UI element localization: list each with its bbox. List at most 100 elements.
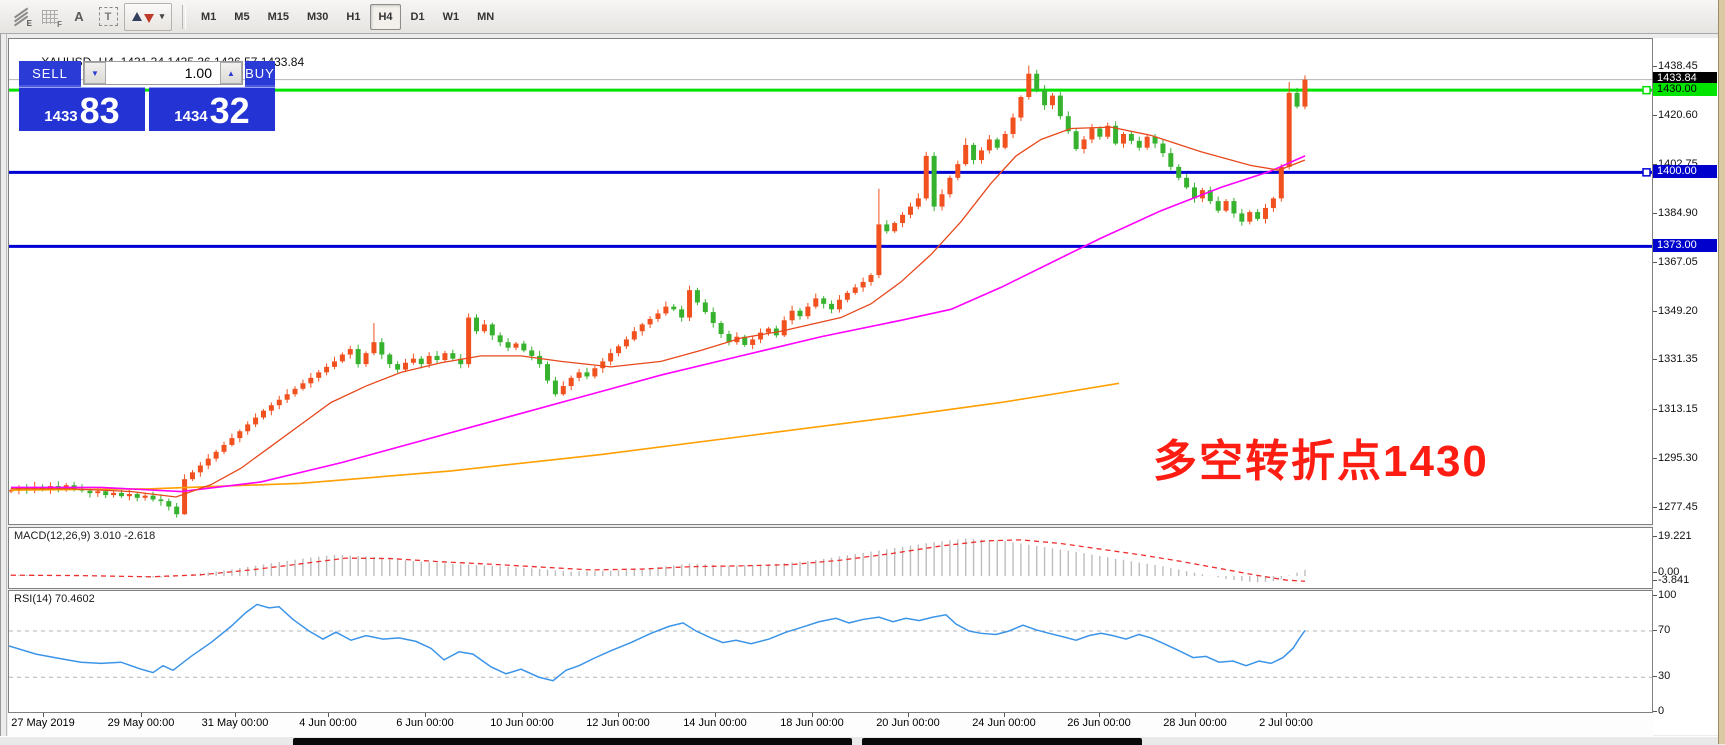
letter-a-icon: A <box>74 9 84 24</box>
price-marker-1373.00: 1373.00 <box>1653 238 1717 252</box>
chart-text-annotation[interactable]: 多空转折点1430 <box>1153 437 1489 486</box>
indicators-icon[interactable]: E <box>8 4 34 30</box>
time-tick <box>1195 713 1196 717</box>
price-marker-1433.84: 1433.84 <box>1653 72 1717 86</box>
macd-label: MACD(12,26,9) 3.010 -2.618 <box>14 530 156 542</box>
buy-price-small: 1434 <box>174 108 208 125</box>
time-tick <box>43 713 44 717</box>
sell-price-small: 1433 <box>44 108 78 125</box>
volume-decrease-button[interactable]: ▼ <box>84 62 106 84</box>
text-label-icon[interactable]: A <box>66 4 92 30</box>
time-label: 27 May 2019 <box>11 717 75 729</box>
time-label: 2 Jul 00:00 <box>1259 717 1313 729</box>
arrow-down-icon <box>143 14 154 23</box>
timeframe-button-h1[interactable]: H1 <box>346 10 361 23</box>
macd-values: 3.010 -2.618 <box>93 530 156 542</box>
dropdown-caret-icon: ▾ <box>159 11 165 21</box>
time-label: 29 May 00:00 <box>107 717 175 729</box>
timeframe-button-m15[interactable]: M15 <box>267 10 289 23</box>
timeframe-button-d1[interactable]: D1 <box>410 10 425 23</box>
price-label-1438.45: 1438.45 <box>1653 60 1698 72</box>
text-box-icon[interactable]: T <box>95 4 121 30</box>
timeframe-button-m30[interactable]: M30 <box>306 10 329 23</box>
time-tick <box>1286 713 1287 717</box>
time-label: 6 Jun 00:00 <box>396 717 454 729</box>
buy-quote-box[interactable]: 1434 32 <box>149 87 275 131</box>
toolbar: E F A T ▾ M1 M5 M15 M30 H1 H4 D1 W1 MN <box>0 0 1718 34</box>
hline-handle-1430[interactable] <box>1642 85 1651 95</box>
timeframe-button-mn[interactable]: MN <box>477 10 495 23</box>
grid-icon[interactable]: F <box>37 4 63 30</box>
rsi-label: RSI(14) 70.4602 <box>14 593 95 605</box>
macd-axis--3.841: -3.841 <box>1652 574 1690 586</box>
price-label-1277.45: 1277.45 <box>1653 501 1698 514</box>
timeframe-group: M1 M5 M15 M30 H1 H4 D1 W1 MN <box>193 3 504 30</box>
window-left-border <box>0 34 9 744</box>
rsi-line <box>9 603 1306 682</box>
timeframe-button-h4[interactable]: H4 <box>370 3 401 30</box>
time-tick <box>522 713 523 717</box>
ma-slow-orange-line[interactable] <box>10 382 1120 491</box>
bottom-window-bar-1[interactable] <box>862 738 1142 745</box>
price-label-1420.6: 1420.60 <box>1653 108 1698 121</box>
grid-dots-icon: F <box>42 9 62 29</box>
rsi-axis-0: 0 <box>1652 704 1665 717</box>
price-label-1331.35: 1331.35 <box>1653 353 1698 366</box>
time-tick <box>141 713 142 717</box>
volume-increase-button[interactable]: ▲ <box>220 62 242 84</box>
rsi-chart <box>9 603 1652 682</box>
hatch-lines-icon: E <box>12 7 32 28</box>
macd-pane[interactable]: MACD(12,26,9) 3.010 -2.618 <box>8 527 1653 589</box>
time-tick <box>715 713 716 717</box>
sell-quote-box[interactable]: 1433 83 <box>19 87 145 131</box>
ma-fast-red-line[interactable] <box>11 126 1306 498</box>
timeframe-button-m1[interactable]: M1 <box>201 10 217 23</box>
macd-signal-line <box>10 539 1306 582</box>
buy-price-big: 32 <box>209 90 250 131</box>
price-marker-1430.00: 1430.00 <box>1653 82 1717 96</box>
hline-handle-1400[interactable] <box>1642 168 1651 177</box>
time-tick <box>812 713 813 717</box>
buy-button[interactable]: BUY <box>245 61 275 87</box>
timeframe-button-m5[interactable]: M5 <box>234 10 250 23</box>
rsi-axis-100: 100 <box>1652 589 1677 602</box>
price-marker-1400.00: 1400.00 <box>1653 164 1717 178</box>
rsi-axis-70: 70 <box>1652 624 1671 636</box>
price-scale[interactable]: 1438.45 1420.60 1402.75 1384.90 1367.05 1349.… <box>1652 38 1718 735</box>
toolbar-separator <box>182 4 186 29</box>
arrows-tool-button[interactable]: ▾ <box>124 2 172 31</box>
sell-button[interactable]: SELL <box>19 61 81 87</box>
main-chart-pane[interactable]: ▲XAUUSD-,H4 1431.34 1435.36 1426.57 1433… <box>8 38 1653 525</box>
time-axis[interactable]: 27 May 2019 29 May 00:00 31 May 00:00 4 Jun… <box>8 713 1653 736</box>
rsi-pane[interactable]: RSI(14) 70.4602 <box>8 590 1653 713</box>
bottom-window-bar-0[interactable] <box>293 738 852 745</box>
bottom-strip <box>0 736 1718 745</box>
one-click-trade-widget: SELL ▼ 1.00 ▲ BUY 1433 83 1434 32 <box>19 61 275 131</box>
price-label-1313.15: 1313.15 <box>1653 403 1698 416</box>
price-label-1384.9: 1384.90 <box>1653 206 1698 219</box>
sell-price-big: 83 <box>79 90 120 131</box>
candlesticks <box>9 65 1308 518</box>
candlestick-chart[interactable] <box>9 39 1652 524</box>
rsi-axis-30: 30 <box>1652 670 1671 683</box>
time-tick <box>1099 713 1100 717</box>
price-label-1349.2: 1349.20 <box>1653 304 1698 317</box>
time-tick <box>908 713 909 717</box>
price-label-1295.3: 1295.30 <box>1653 452 1698 465</box>
volume-input[interactable]: 1.00 <box>184 65 212 81</box>
time-tick <box>618 713 619 717</box>
time-label: 14 Jun 00:00 <box>683 717 747 729</box>
arrow-up-icon <box>131 12 142 21</box>
t-in-box-icon: T <box>98 7 118 26</box>
time-label: 4 Jun 00:00 <box>299 717 357 729</box>
time-tick <box>235 713 236 717</box>
timeframe-button-w1[interactable]: W1 <box>442 10 460 23</box>
time-label: 26 Jun 00:00 <box>1067 717 1131 729</box>
time-label: 20 Jun 00:00 <box>876 717 940 729</box>
macd-axis-0.00: 0.00 <box>1652 566 1680 578</box>
time-label: 18 Jun 00:00 <box>780 717 844 729</box>
time-label: 10 Jun 00:00 <box>490 717 554 729</box>
window-right-edge <box>1718 0 1725 744</box>
price-label-1367.05: 1367.05 <box>1653 255 1698 268</box>
ma-mid-magenta-line[interactable] <box>11 155 1306 493</box>
